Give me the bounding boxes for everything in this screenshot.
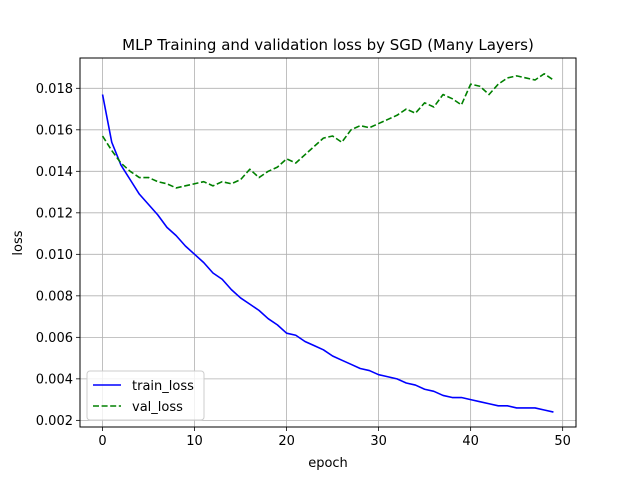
y-axis-label: loss (11, 230, 26, 255)
x-tick-label: 30 (370, 434, 387, 449)
y-tick-label: 0.012 (36, 206, 73, 221)
y-tick-label: 0.002 (36, 414, 73, 429)
y-tick-label: 0.014 (36, 165, 73, 180)
y-tick-label: 0.006 (36, 331, 73, 346)
legend-box (86, 370, 205, 421)
legend-label-val-loss: val_loss (132, 400, 183, 415)
y-tick-label: 0.016 (36, 123, 73, 138)
legend: train_loss val_loss (86, 370, 205, 421)
x-tick-label: 20 (278, 434, 295, 449)
grid (80, 58, 576, 427)
x-tick-label: 0 (98, 434, 106, 449)
x-tick-label: 10 (186, 434, 203, 449)
x-axis-label: epoch (308, 456, 348, 471)
x-tick-label: 50 (554, 434, 571, 449)
series-lines (101, 72, 554, 413)
axis-ticks: 0 10 20 30 40 50 0.002 0.004 0.006 0.008 0.010 0.01… (36, 82, 571, 449)
y-tick-label: 0.018 (36, 82, 73, 97)
y-tick-label: 0.010 (36, 248, 73, 263)
series-line-train-loss (101, 94, 554, 413)
plot-frame (79, 57, 577, 428)
chart-title: MLP Training and validation loss by SGD … (122, 36, 534, 54)
legend-label-train-loss: train_loss (132, 379, 194, 394)
y-tick-label: 0.004 (36, 372, 73, 387)
y-tick-label: 0.008 (36, 289, 73, 304)
series-line-val-loss (101, 72, 554, 189)
x-tick-label: 40 (462, 434, 479, 449)
